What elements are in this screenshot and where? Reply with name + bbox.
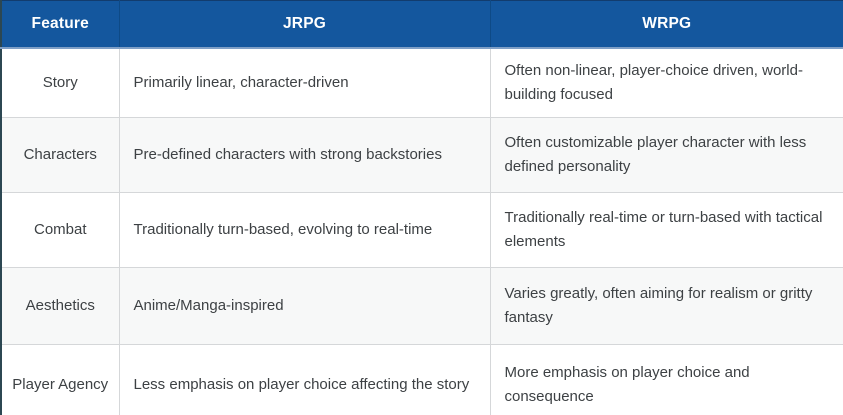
table-row-story: Story Primarily linear, character-driven… <box>1 48 843 118</box>
table-header: Feature JRPG WRPG <box>1 0 843 49</box>
table-row-aesthetics: Aesthetics Anime/Manga-inspired Varies g… <box>1 267 843 345</box>
feature-cell: Characters <box>1 117 120 193</box>
jrpg-cell: Pre-defined characters with strong backs… <box>119 117 491 193</box>
jrpg-cell: Anime/Manga-inspired <box>119 267 491 345</box>
header-row: Feature JRPG WRPG <box>1 0 843 49</box>
table-body: Story Primarily linear, character-driven… <box>1 48 843 415</box>
header-cell-wrpg: WRPG <box>490 0 843 49</box>
wrpg-cell: More emphasis on player choice and conse… <box>490 344 843 415</box>
header-cell-feature: Feature <box>1 0 120 49</box>
wrpg-cell: Often non-linear, player-choice driven, … <box>490 48 843 118</box>
table-row-characters: Characters Pre-defined characters with s… <box>1 117 843 193</box>
jrpg-cell: Less emphasis on player choice affecting… <box>119 344 491 415</box>
wrpg-cell: Often customizable player character with… <box>490 117 843 193</box>
wrpg-cell: Varies greatly, often aiming for realism… <box>490 267 843 345</box>
table-row-combat: Combat Traditionally turn-based, evolvin… <box>1 192 843 268</box>
jrpg-cell: Primarily linear, character-driven <box>119 48 491 118</box>
feature-cell: Player Agency <box>1 344 120 415</box>
jrpg-cell: Traditionally turn-based, evolving to re… <box>119 192 491 268</box>
wrpg-cell: Traditionally real-time or turn-based wi… <box>490 192 843 268</box>
feature-cell: Combat <box>1 192 120 268</box>
feature-cell: Story <box>1 48 120 118</box>
table-row-player-agency: Player Agency Less emphasis on player ch… <box>1 344 843 415</box>
feature-cell: Aesthetics <box>1 267 120 345</box>
header-cell-jrpg: JRPG <box>119 0 491 49</box>
